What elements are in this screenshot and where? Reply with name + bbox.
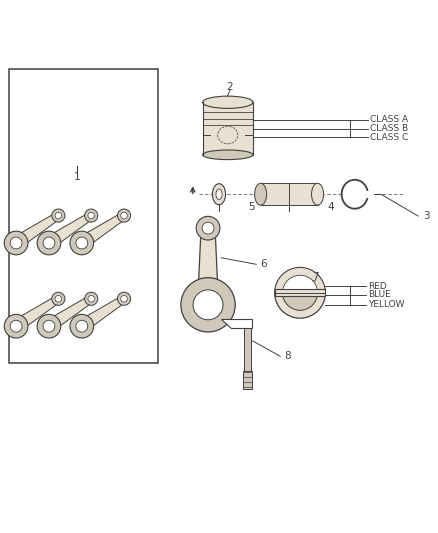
Bar: [261, 183, 318, 205]
Circle shape: [52, 292, 65, 305]
Circle shape: [202, 222, 214, 234]
Bar: [244, 319, 251, 372]
Circle shape: [181, 278, 235, 332]
Ellipse shape: [212, 184, 226, 205]
Bar: [243, 371, 252, 389]
Circle shape: [121, 212, 127, 219]
Text: YELLOW: YELLOW: [368, 300, 404, 309]
Circle shape: [85, 209, 98, 222]
Bar: [9, 69, 158, 363]
Ellipse shape: [254, 183, 267, 205]
Polygon shape: [78, 296, 126, 332]
Text: 6: 6: [261, 260, 267, 269]
Polygon shape: [13, 213, 60, 248]
Text: CLASS B: CLASS B: [370, 124, 408, 133]
Wedge shape: [275, 293, 325, 318]
Circle shape: [121, 295, 127, 302]
Text: 2: 2: [226, 82, 233, 92]
Circle shape: [10, 320, 22, 332]
Circle shape: [37, 231, 61, 255]
Wedge shape: [283, 275, 318, 293]
Circle shape: [55, 295, 62, 302]
Circle shape: [43, 320, 55, 332]
Ellipse shape: [202, 150, 253, 159]
Bar: [361, 191, 374, 198]
Polygon shape: [198, 228, 219, 305]
Polygon shape: [221, 319, 252, 328]
Bar: [275, 289, 325, 296]
Text: RED: RED: [368, 282, 387, 290]
Polygon shape: [46, 213, 93, 248]
Circle shape: [193, 290, 223, 320]
Ellipse shape: [311, 183, 324, 205]
Ellipse shape: [202, 96, 253, 108]
Wedge shape: [283, 293, 318, 310]
Circle shape: [52, 209, 65, 222]
Wedge shape: [275, 268, 325, 293]
Circle shape: [85, 292, 98, 305]
Text: 5: 5: [248, 203, 255, 212]
Text: CLASS A: CLASS A: [370, 115, 408, 124]
Ellipse shape: [216, 189, 222, 199]
Circle shape: [4, 231, 28, 255]
Polygon shape: [78, 213, 126, 248]
Text: 8: 8: [285, 351, 291, 361]
Circle shape: [196, 216, 220, 240]
Ellipse shape: [342, 180, 368, 209]
Circle shape: [55, 212, 62, 219]
Circle shape: [88, 295, 95, 302]
Circle shape: [76, 237, 88, 249]
Text: 1: 1: [73, 172, 80, 182]
Text: 3: 3: [423, 211, 429, 221]
Circle shape: [70, 231, 94, 255]
Circle shape: [43, 237, 55, 249]
Circle shape: [76, 320, 88, 332]
Text: 7: 7: [312, 272, 319, 282]
Polygon shape: [13, 296, 60, 332]
Text: CLASS C: CLASS C: [370, 133, 408, 142]
Text: 4: 4: [327, 203, 334, 212]
Polygon shape: [46, 296, 93, 332]
Circle shape: [70, 314, 94, 338]
Circle shape: [37, 314, 61, 338]
Circle shape: [4, 314, 28, 338]
Text: BLUE: BLUE: [368, 290, 391, 300]
Circle shape: [10, 237, 22, 249]
Bar: [202, 102, 253, 155]
Circle shape: [117, 209, 131, 222]
Circle shape: [117, 292, 131, 305]
Circle shape: [88, 212, 95, 219]
